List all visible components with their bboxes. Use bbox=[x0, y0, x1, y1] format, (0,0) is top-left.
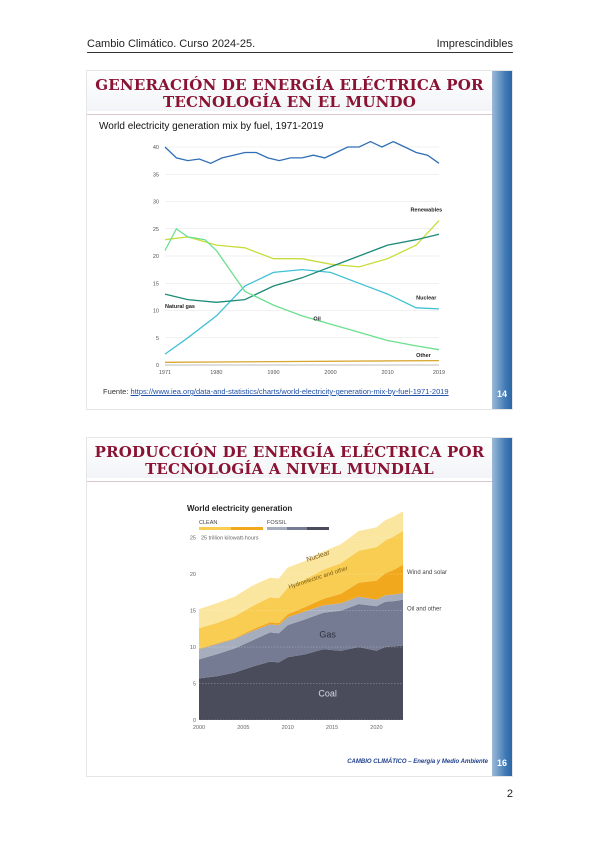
legend-swatch-fossil bbox=[307, 527, 329, 530]
series-label-outside: Wind and solar bbox=[407, 570, 447, 576]
title-rule bbox=[87, 114, 492, 115]
slide-title-band bbox=[87, 71, 512, 111]
page-header: Cambio Climático. Curso 2024-25. Impresc… bbox=[87, 37, 513, 53]
slide-footer: CAMBIO CLIMÁTICO – Energía y Medio Ambie… bbox=[347, 759, 488, 765]
chart-title: World electricity generation bbox=[187, 504, 292, 513]
x-tick-label: 2000 bbox=[193, 725, 205, 731]
y-tick-label: 0 bbox=[193, 718, 196, 724]
title-line-2: TECNOLOGÍA A NIVEL MUNDIAL bbox=[145, 460, 434, 478]
slide-14: GENERACIÓN DE ENERGÍA ELÉCTRICA POR TECN… bbox=[86, 70, 513, 410]
series-label: Oil bbox=[313, 316, 321, 322]
x-tick-label: 2000 bbox=[324, 370, 336, 376]
series-line-other bbox=[164, 359, 440, 363]
x-tick-label: 2010 bbox=[282, 725, 294, 731]
y-tick-label: 20 bbox=[190, 572, 196, 578]
series-label: Renewables bbox=[410, 207, 442, 213]
area-hydroelectric-and-other bbox=[199, 531, 403, 649]
series-label: Other bbox=[416, 353, 432, 359]
slide-sidebar bbox=[492, 71, 512, 409]
x-tick-label: 2015 bbox=[326, 725, 338, 731]
header-left: Cambio Climático. Curso 2024-25. bbox=[87, 38, 256, 50]
slide-title: PRODUCCIÓN DE ENERGÍA ELÉCTRICA POR TECN… bbox=[87, 444, 492, 478]
area-chart: World electricity generation CLEAN FOSSIL 0… bbox=[187, 504, 447, 731]
y-tick-label: 30 bbox=[153, 200, 159, 206]
y-tick-label: 10 bbox=[190, 645, 196, 651]
title-line-1: PRODUCCIÓN DE ENERGÍA ELÉCTRICA POR bbox=[94, 443, 485, 461]
series-line-coal bbox=[164, 140, 440, 165]
y-tick-label: 25 bbox=[190, 536, 196, 542]
x-tick-label: 2020 bbox=[370, 725, 382, 731]
series-label-outside: Oil and other bbox=[407, 607, 441, 613]
series-label: Nuclear bbox=[416, 296, 437, 302]
series-line-oil bbox=[164, 227, 440, 351]
series-label: Natural gas bbox=[165, 304, 195, 310]
series-line-nuclear bbox=[164, 268, 440, 355]
x-tick-label: 2005 bbox=[237, 725, 249, 731]
series-label: Coal bbox=[318, 689, 337, 699]
legend-swatch-fossil bbox=[287, 527, 307, 530]
y-axis-note: 25 trillion kilowatt-hours bbox=[201, 536, 259, 542]
y-tick-label: 5 bbox=[193, 682, 196, 688]
header-right: Imprescindibles bbox=[436, 38, 513, 50]
legend-label: CLEAN bbox=[199, 520, 217, 526]
chart-title: World electricity generation mix by fuel… bbox=[99, 121, 324, 132]
page-number: 2 bbox=[506, 788, 513, 800]
y-tick-label: 15 bbox=[190, 609, 196, 615]
slide-title-band bbox=[87, 438, 512, 478]
title-line-2: TECNOLOGÍA EN EL MUNDO bbox=[162, 93, 417, 111]
y-tick-label: 25 bbox=[153, 227, 159, 233]
x-tick-label: 1990 bbox=[267, 370, 279, 376]
area-coal bbox=[199, 645, 403, 720]
series-line-natural-gas bbox=[164, 233, 440, 303]
area-nuclear bbox=[199, 511, 403, 629]
x-tick-label: 1971 bbox=[159, 370, 171, 376]
y-tick-label: 5 bbox=[156, 336, 159, 342]
y-tick-label: 20 bbox=[153, 254, 159, 260]
series-label: Gas bbox=[319, 630, 336, 640]
source-prefix: Fuente: bbox=[103, 387, 131, 396]
slide-number: 14 bbox=[496, 389, 507, 399]
line-chart: 0 5 10 15 20 25 30 35 40 1971 1980 1990 2000 2010 2019… bbox=[153, 139, 445, 376]
slide-number: 16 bbox=[496, 758, 507, 768]
area-gas bbox=[199, 599, 403, 679]
x-tick-label: 1980 bbox=[210, 370, 222, 376]
y-tick-label: 35 bbox=[153, 172, 159, 178]
y-tick-label: 10 bbox=[153, 309, 159, 315]
slide-title: GENERACIÓN DE ENERGÍA ELÉCTRICA POR TECN… bbox=[87, 77, 492, 111]
legend-swatch-clean bbox=[199, 527, 231, 530]
source-link[interactable]: https://www.iea.org/data-and-statistics/… bbox=[130, 387, 449, 396]
y-tick-label: 0 bbox=[156, 363, 159, 369]
series-label: Coal bbox=[302, 139, 314, 141]
title-line-1: GENERACIÓN DE ENERGÍA ELÉCTRICA POR bbox=[95, 76, 484, 94]
source-note: Fuente: https://www.iea.org/data-and-sta… bbox=[103, 387, 449, 396]
x-tick-label: 2019 bbox=[433, 370, 445, 376]
slide-16: PRODUCCIÓN DE ENERGÍA ELÉCTRICA POR TECN… bbox=[86, 437, 513, 777]
legend-swatch-fossil bbox=[267, 527, 287, 530]
x-tick-label: 2010 bbox=[382, 370, 394, 376]
y-tick-label: 15 bbox=[153, 281, 159, 287]
legend-swatch-clean bbox=[231, 527, 263, 530]
slide-sidebar bbox=[492, 438, 512, 776]
title-rule bbox=[87, 481, 492, 482]
y-tick-label: 40 bbox=[153, 145, 159, 151]
series-line-renewables bbox=[164, 220, 440, 268]
area-oil-and-other bbox=[199, 593, 403, 660]
legend-label: FOSSIL bbox=[267, 520, 287, 526]
